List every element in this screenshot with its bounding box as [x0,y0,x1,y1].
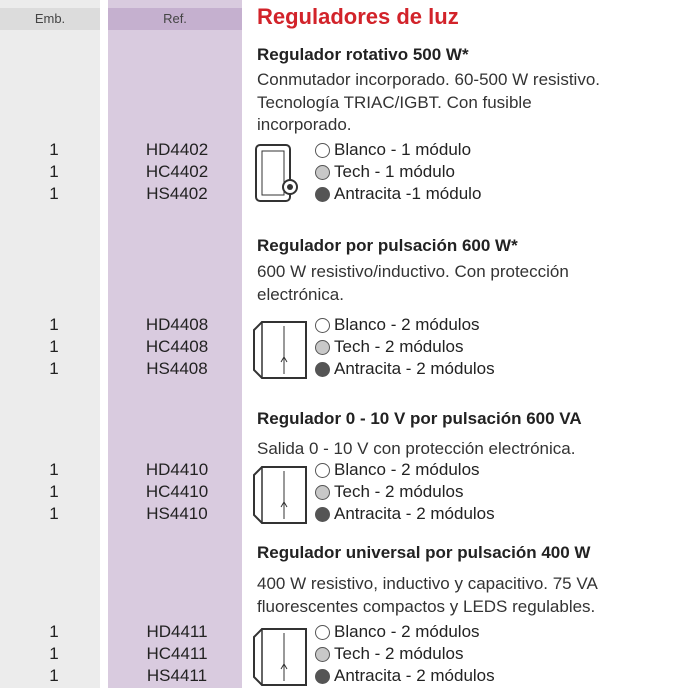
emb-quantity: 1 [49,162,59,181]
emb-quantity: 1 [49,666,59,685]
ref-column [108,0,242,688]
color-swatch [315,362,330,377]
reference-code: HS4410 [146,504,208,523]
section-title: Regulador universal por pulsación 400 W [257,543,591,562]
color-swatch [315,143,330,158]
emb-header-bg [0,8,100,30]
emb-quantity: 1 [49,359,59,378]
color-swatch [315,647,330,662]
reference-code: HS4408 [146,359,208,378]
color-swatch [315,625,330,640]
emb-quantity: 1 [49,644,59,663]
color-swatch [315,187,330,202]
variant-label: Tech - 2 módulos [334,337,464,356]
emb-quantity: 1 [49,315,59,334]
emb-quantity: 1 [49,482,59,501]
color-swatch [315,485,330,500]
section-description: 600 W resistivo/inductivo. Con protecció… [257,262,569,281]
emb-quantity: 1 [49,504,59,523]
color-swatch [315,340,330,355]
reference-code: HD4411 [146,622,208,641]
reference-code: HS4402 [146,184,208,203]
variant-label: Tech - 1 módulo [334,162,455,181]
color-swatch [315,463,330,478]
variant-label: Blanco - 2 módulos [334,460,480,479]
reference-code: HS4411 [146,666,208,685]
color-swatch [315,669,330,684]
variant-label: Blanco - 2 módulos [334,315,480,334]
variant-label: Blanco - 2 módulos [334,622,480,641]
section-description: fluorescentes compactos y LEDS regulable… [257,596,596,616]
section-title: Regulador por pulsación 600 W* [257,236,518,255]
emb-quantity: 1 [49,184,59,203]
color-swatch [315,318,330,333]
reference-code: HC4410 [145,482,209,501]
product-image [253,628,307,686]
emb-quantity: 1 [49,460,59,479]
reference-code: HC4402 [145,162,209,181]
variant-label: Antracita - 2 módulos [334,359,495,378]
emb-quantity: 1 [49,140,59,159]
variant-label: Antracita - 2 módulos [334,504,495,523]
color-swatch [315,165,330,180]
emb-quantity: 1 [49,622,59,641]
variant-label: Blanco - 1 módulo [334,140,472,159]
emb-header: Emb. [34,11,66,26]
reference-code: HC4408 [145,337,209,356]
ref-header: Ref. [163,11,187,26]
variant-label: Tech - 2 módulos [334,482,464,501]
section-description: electrónica. [257,284,344,304]
section-title: Regulador 0 - 10 V por pulsación 600 VA [257,409,582,428]
reference-code: HD4402 [145,140,209,159]
section-description: Conmutador incorporado. 60-500 W resisti… [257,70,600,89]
section-title: Regulador rotativo 500 W* [257,45,469,64]
color-swatch [315,507,330,522]
variant-label: Tech - 2 módulos [334,644,464,663]
reference-code: HC4411 [146,644,208,663]
reference-code: HD4410 [145,460,209,479]
product-image [253,466,307,524]
reference-code: HD4408 [145,315,209,334]
emb-column [0,0,100,688]
product-image [253,321,307,379]
section-description: incorporado. [257,115,352,134]
section-description: 400 W resistivo, inductivo y capacitivo.… [257,574,598,593]
emb-quantity: 1 [49,337,59,356]
product-image [255,144,298,202]
variant-label: Antracita -1 módulo [334,184,482,203]
page-title: Reguladores de luz [257,4,459,29]
variant-label: Antracita - 2 módulos [334,666,495,685]
ref-header-bg [108,8,242,30]
section-description: Salida 0 - 10 V con protección electróni… [257,439,576,458]
section-description: Tecnología TRIAC/IGBT. Con fusible [257,92,532,112]
